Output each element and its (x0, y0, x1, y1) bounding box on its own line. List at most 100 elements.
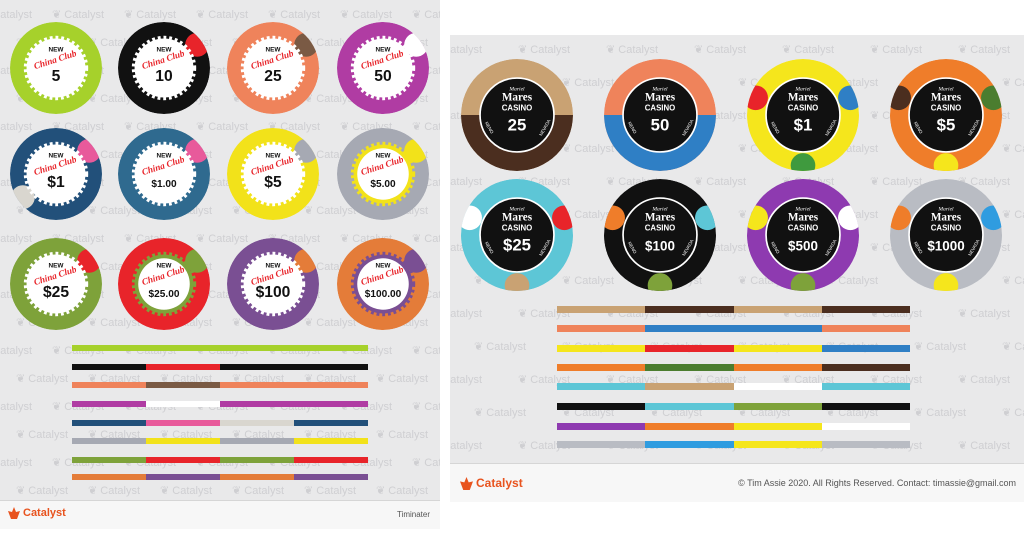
catalyst-watermark: ❦ Catalyst (0, 233, 33, 245)
catalyst-watermark: ❦ Catalyst (196, 121, 249, 133)
svg-text:$100: $100 (645, 239, 675, 254)
svg-text:NEW: NEW (375, 262, 391, 269)
left-edge-stripe-6 (72, 438, 368, 444)
left-edge-stripe-1 (72, 345, 368, 351)
catalyst-watermark: ❦ Catalyst (304, 317, 357, 329)
catalyst-watermark: ❦ Catalyst (16, 373, 69, 385)
svg-text:Mares: Mares (931, 211, 962, 223)
catalyst-watermark: ❦ Catalyst (412, 121, 440, 133)
catalyst-watermark: ❦ Catalyst (1002, 77, 1024, 89)
svg-text:RENO: RENO (627, 241, 638, 255)
right-edge-stripe-7 (557, 423, 910, 430)
catalyst-watermark: ❦ Catalyst (450, 374, 483, 386)
catalyst-watermark: ❦ Catalyst (160, 485, 213, 497)
right-edge-stripe-2 (557, 325, 910, 332)
catalyst-watermark: ❦ Catalyst (124, 9, 177, 21)
svg-text:NEW: NEW (156, 262, 172, 269)
svg-text:Mares: Mares (788, 91, 819, 103)
svg-text:$100: $100 (256, 284, 291, 301)
right-edge-stripe-4 (557, 364, 910, 371)
svg-text:$1: $1 (794, 116, 813, 135)
catalyst-watermark: ❦ Catalyst (412, 457, 440, 469)
svg-text:NEW: NEW (375, 46, 391, 53)
svg-text:$5: $5 (264, 174, 282, 191)
right-edge-stripe-3 (557, 345, 910, 352)
svg-text:Mares: Mares (788, 211, 819, 223)
left-chip-sheet: ❦ Catalyst ❦ Catalyst ❦ Catalyst ❦ Catalyst… (0, 0, 440, 500)
svg-text:$25: $25 (43, 284, 69, 301)
left-credit-text: Timinater (396, 510, 430, 519)
catalyst-watermark: ❦ Catalyst (914, 407, 967, 419)
catalyst-watermark: ❦ Catalyst (562, 77, 615, 89)
right-chip-sheet: ❦ Catalyst ❦ Catalyst ❦ Catalyst ❦ Catalyst… (450, 35, 1024, 463)
mares-casino-chip-5: Mariel Mares CASINO $25 RENO NEVADA (461, 179, 573, 291)
catalyst-watermark: ❦ Catalyst (196, 233, 249, 245)
catalyst-watermark: ❦ Catalyst (376, 429, 429, 441)
svg-text:Mares: Mares (502, 211, 533, 223)
svg-text:$1000: $1000 (927, 239, 964, 254)
svg-text:RENO: RENO (770, 121, 781, 135)
catalyst-watermark: ❦ Catalyst (474, 341, 527, 353)
right-edge-stripe-6 (557, 403, 910, 410)
catalyst-watermark: ❦ Catalyst (412, 401, 440, 413)
mares-casino-chip-3: Mariel Mares CASINO $1 RENO NEVADA (747, 59, 859, 171)
catalyst-watermark: ❦ Catalyst (450, 176, 483, 188)
svg-text:25: 25 (508, 116, 527, 135)
china-club-chip-8: NEW China Club $5.00 (337, 128, 429, 220)
svg-text:Mariel: Mariel (937, 206, 954, 212)
svg-text:RENO: RENO (484, 241, 495, 255)
svg-text:Mares: Mares (645, 91, 676, 103)
left-edge-stripe-4 (72, 401, 368, 407)
svg-text:$25.00: $25.00 (149, 289, 180, 300)
catalyst-watermark: ❦ Catalyst (870, 44, 923, 56)
svg-text:NEW: NEW (48, 46, 64, 53)
svg-text:Mares: Mares (645, 211, 676, 223)
catalyst-watermark: ❦ Catalyst (1002, 143, 1024, 155)
svg-text:NEW: NEW (48, 262, 64, 269)
catalyst-watermark: ❦ Catalyst (304, 485, 357, 497)
mares-casino-chip-7: Mariel Mares CASINO $500 RENO NEVADA (747, 179, 859, 291)
right-credit-text: © Tim Assie 2020. All Rights Reserved. C… (738, 478, 1016, 488)
svg-text:Mares: Mares (931, 91, 962, 103)
china-club-chip-11: NEW China Club $100 (227, 238, 319, 330)
mares-casino-chip-4: Mariel Mares CASINO $5 RENO NEVADA (890, 59, 1002, 171)
catalyst-logo: Catalyst (460, 476, 523, 490)
catalyst-watermark: ❦ Catalyst (958, 308, 1011, 320)
china-club-chip-1: NEW China Club 5 (10, 22, 102, 114)
catalyst-watermark: ❦ Catalyst (196, 9, 249, 21)
catalyst-watermark: ❦ Catalyst (958, 440, 1011, 452)
catalyst-watermark: ❦ Catalyst (450, 440, 483, 452)
right-edge-stripe-1 (557, 306, 910, 313)
china-club-chip-12: NEW China Club $100.00 (337, 238, 429, 330)
catalyst-watermark: ❦ Catalyst (958, 374, 1011, 386)
catalyst-watermark: ❦ Catalyst (606, 44, 659, 56)
catalyst-watermark: ❦ Catalyst (52, 9, 105, 21)
china-club-chip-7: NEW China Club $5 (227, 128, 319, 220)
svg-text:$1: $1 (47, 174, 65, 191)
svg-text:CASINO: CASINO (931, 224, 961, 233)
svg-text:50: 50 (374, 68, 392, 85)
svg-text:Mariel: Mariel (794, 206, 811, 212)
left-edge-stripe-7 (72, 457, 368, 463)
catalyst-watermark: ❦ Catalyst (376, 373, 429, 385)
svg-text:RENO: RENO (913, 121, 924, 135)
catalyst-watermark: ❦ Catalyst (1002, 275, 1024, 287)
catalyst-watermark: ❦ Catalyst (694, 176, 747, 188)
svg-text:Mariel: Mariel (508, 206, 525, 212)
svg-text:Mariel: Mariel (937, 86, 954, 92)
catalyst-watermark: ❦ Catalyst (0, 9, 33, 21)
svg-text:$500: $500 (788, 239, 818, 254)
catalyst-watermark: ❦ Catalyst (450, 44, 483, 56)
mares-casino-chip-1: Mariel Mares CASINO 25 RENO NEVADA (461, 59, 573, 171)
svg-text:CASINO: CASINO (502, 224, 532, 233)
svg-text:CASINO: CASINO (645, 104, 675, 113)
svg-text:NEW: NEW (265, 152, 281, 159)
catalyst-watermark: ❦ Catalyst (958, 44, 1011, 56)
svg-text:NEW: NEW (48, 152, 64, 159)
svg-text:CASINO: CASINO (931, 104, 961, 113)
catalyst-watermark: ❦ Catalyst (562, 275, 615, 287)
catalyst-watermark: ❦ Catalyst (694, 44, 747, 56)
china-club-chip-6: NEW China Club $1.00 (118, 128, 210, 220)
svg-text:NEW: NEW (156, 152, 172, 159)
catalyst-watermark: ❦ Catalyst (1002, 341, 1024, 353)
